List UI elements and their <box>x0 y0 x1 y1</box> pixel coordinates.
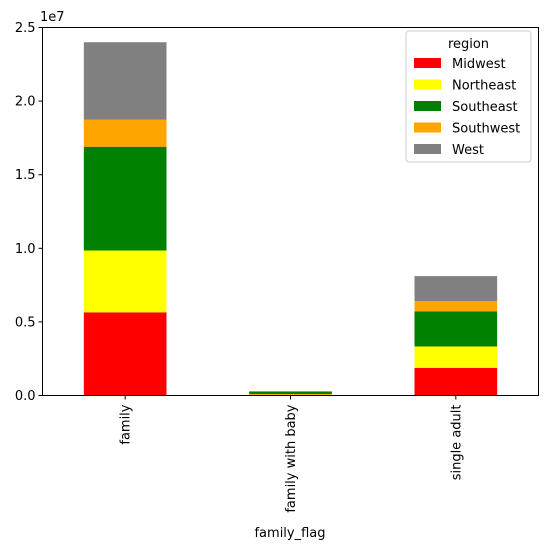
legend-swatch-northeast <box>414 79 441 90</box>
legend-label-west: West <box>452 143 484 158</box>
bar-southeast-family-with-baby <box>249 391 332 395</box>
legend-swatch-midwest <box>414 58 441 68</box>
bar-midwest-family <box>83 312 167 396</box>
y-tick-label: 1.5 <box>15 168 36 183</box>
bar-northeast-family <box>83 250 167 313</box>
bar-west-family <box>83 42 167 120</box>
bar-west-single-adult <box>414 276 498 302</box>
legend-swatch-southeast <box>414 101 441 111</box>
y-tick-label: 0.0 <box>15 389 36 404</box>
legend-label-midwest: Midwest <box>452 57 506 72</box>
bar-southwest-family <box>83 119 167 147</box>
legend-swatch-southwest <box>414 122 441 133</box>
x-tick-label: family with baby <box>284 404 299 512</box>
legend-label-northeast: Northeast <box>452 79 516 94</box>
bar-northeast-single-adult <box>414 346 498 368</box>
bar-southeast-family <box>83 146 167 251</box>
bars-layer <box>83 42 498 396</box>
y-axis: 0.0 0.5 1.0 1.5 2.0 2.5 <box>15 21 43 404</box>
legend-label-southwest: Southwest <box>452 122 520 137</box>
x-tick-label: family <box>119 404 134 444</box>
bar-midwest-single-adult <box>414 367 498 396</box>
x-axis: family family with baby single adult <box>119 395 464 513</box>
legend-title: region <box>448 37 489 52</box>
y-tick-label: 0.5 <box>15 315 36 330</box>
y-tick-label: 1.0 <box>15 242 36 257</box>
y-offset-label: 1e7 <box>40 10 65 25</box>
bar-southwest-single-adult <box>414 301 498 312</box>
legend: region Midwest Northeast Southeast Southwest… <box>405 30 532 163</box>
x-tick-label: single adult <box>449 405 464 481</box>
y-tick-label: 2.5 <box>15 21 36 36</box>
y-tick-label: 2.0 <box>15 95 36 110</box>
legend-label-southeast: Southeast <box>452 100 518 115</box>
legend-swatch-west <box>414 144 441 154</box>
x-axis-label: family_flag <box>254 526 325 541</box>
bar-southeast-single-adult <box>414 311 498 347</box>
bar-northeast-family-with-baby <box>249 394 332 395</box>
